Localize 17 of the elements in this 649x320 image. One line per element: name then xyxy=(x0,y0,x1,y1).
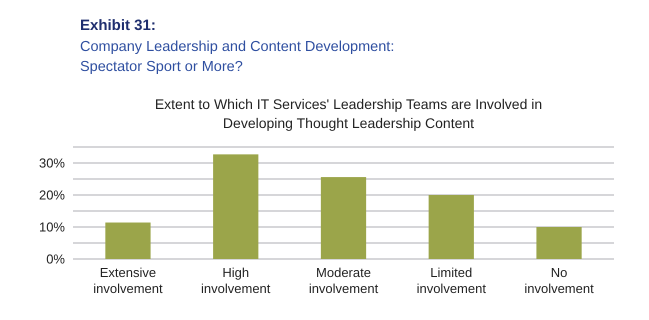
bar xyxy=(428,195,474,259)
text: Extent to Which IT Services' Leadership Teams are Involved in Developing Thought Leadership Content xyxy=(154,96,542,131)
y-tick-label: 0% xyxy=(46,252,66,267)
x-tick-label: Extensive involvement xyxy=(93,265,164,296)
y-tick-label: 10% xyxy=(38,220,66,235)
bar xyxy=(213,154,258,259)
bar xyxy=(536,227,582,259)
x-tick-label: Moderate involvement xyxy=(308,265,379,296)
x-tick-label: High involvement xyxy=(201,265,271,296)
chart-title: Exhibit 31: xyxy=(80,17,156,34)
x-tick-label: No involvement xyxy=(524,265,594,296)
y-tick-label: 30% xyxy=(38,156,66,171)
y-tick-label: 20% xyxy=(38,188,66,203)
bar xyxy=(105,222,151,259)
chart-subtitle: Company Leadership and Content Development: Spectator Sport or More? xyxy=(80,39,394,75)
bar xyxy=(320,177,366,259)
x-tick-label: Limited involvement xyxy=(416,265,486,296)
